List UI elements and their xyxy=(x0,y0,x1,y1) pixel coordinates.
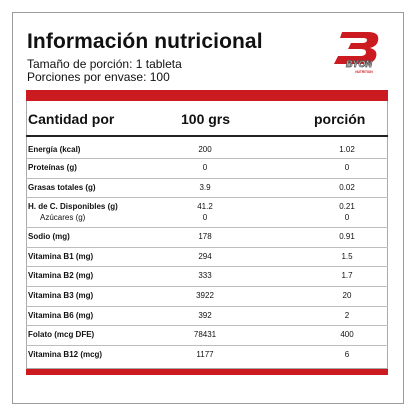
value-per-100g: 41.2 xyxy=(197,202,213,211)
value-per-100g: 333 xyxy=(198,271,212,280)
row-divider xyxy=(26,197,388,198)
label-frame xyxy=(12,12,404,404)
row-divider xyxy=(26,266,388,267)
logo-tagline: NUTRITION xyxy=(355,70,373,74)
value-per-portion: 0.02 xyxy=(339,183,355,192)
value-per-100g: 0 xyxy=(202,163,208,172)
value-per-100g: 78431 xyxy=(193,330,217,339)
logo-wordmark: BYON xyxy=(346,59,373,69)
table-row: Energía (kcal) 200 1.02 xyxy=(26,140,388,162)
value-per-portion: 400 xyxy=(340,330,354,339)
nutrient-name: Vitamina B6 (mg) xyxy=(28,311,94,320)
value-per-portion: 2 xyxy=(344,311,350,320)
nutrient-name: Vitamina B3 (mg) xyxy=(28,291,94,300)
page-title: Información nutricional xyxy=(27,30,263,53)
table-row: Proteínas (g) 0 0 xyxy=(26,158,388,180)
row-divider xyxy=(26,158,388,159)
table-row: Vitamina B2 (mg) 333 1.7 xyxy=(26,266,388,288)
value-per-100g: 1177 xyxy=(196,350,214,359)
nutrient-name: H. de C. Disponibles (g) xyxy=(28,202,118,211)
nutrient-name: Sodio (mg) xyxy=(28,232,70,241)
table-row: Vitamina B1 (mg) 294 1.5 xyxy=(26,247,388,269)
value-per-100g: 3922 xyxy=(196,291,214,300)
bottom-red-bar xyxy=(26,369,388,375)
row-divider xyxy=(26,325,388,326)
table-row: Vitamina B3 (mg) 3922 20 xyxy=(26,286,388,308)
row-divider xyxy=(26,345,388,346)
serving-size: Tamaño de porción: 1 tableta xyxy=(27,57,182,71)
row-divider xyxy=(26,247,388,248)
table-row: Folato (mcg DFE) 78431 400 xyxy=(26,325,388,347)
logo-mark xyxy=(334,32,379,64)
row-divider xyxy=(26,227,388,228)
nutrient-name: Vitamina B1 (mg) xyxy=(28,252,94,261)
nutrient-name: Energía (kcal) xyxy=(28,145,81,154)
table-row: Vitamina B12 (mcg) 1177 6 xyxy=(26,345,388,367)
row-divider xyxy=(26,306,388,307)
nutrient-name: Proteínas (g) xyxy=(28,163,77,172)
table-row: H. de C. Disponibles (g) 41.2 0.21 Azúcares… xyxy=(26,197,388,222)
header-amount-per: Cantidad por xyxy=(28,111,115,127)
table-row: Grasas totales (g) 3.9 0.02 xyxy=(26,178,388,200)
value-per-100g: 392 xyxy=(198,311,212,320)
nutrition-table xyxy=(26,101,388,369)
top-red-bar xyxy=(26,90,388,101)
value-per-portion: 0.91 xyxy=(339,232,355,241)
servings-per-container: Porciones por envase: 100 xyxy=(27,70,170,84)
value-per-portion: 1.5 xyxy=(341,252,353,261)
nutrient-name: Vitamina B2 (mg) xyxy=(28,271,94,280)
value-per-portion: 20 xyxy=(342,291,352,300)
row-divider xyxy=(26,178,388,179)
header-divider xyxy=(26,135,388,137)
value-per-portion: 6 xyxy=(344,350,350,359)
nutrient-name: Grasas totales (g) xyxy=(28,183,96,192)
brand-logo: BYON NUTRITION xyxy=(334,32,379,74)
value-per-100g: 178 xyxy=(198,232,212,241)
value-per-100g: 294 xyxy=(198,252,212,261)
value-per-portion: 1.02 xyxy=(339,145,355,154)
value-per-100g: 3.9 xyxy=(199,183,211,192)
row-divider xyxy=(26,286,388,287)
table-row: Vitamina B6 (mg) 392 2 xyxy=(26,306,388,328)
sub-nutrient-name: Azúcares (g) xyxy=(40,213,86,222)
nutrient-name: Folato (mcg DFE) xyxy=(28,330,95,339)
table-row: Sodio (mg) 178 0.91 xyxy=(26,227,388,249)
header-per-100g: 100 grs xyxy=(181,111,231,127)
header-portion: porción xyxy=(314,111,366,127)
sub-value-per-portion: 0 xyxy=(344,213,350,222)
value-per-100g: 200 xyxy=(198,145,212,154)
value-per-portion: 0 xyxy=(344,163,350,172)
sub-value-per-100g: 0 xyxy=(202,213,208,222)
nutrient-name: Vitamina B12 (mcg) xyxy=(28,350,103,359)
value-per-portion: 1.7 xyxy=(341,271,353,280)
value-per-portion: 0.21 xyxy=(339,202,355,211)
